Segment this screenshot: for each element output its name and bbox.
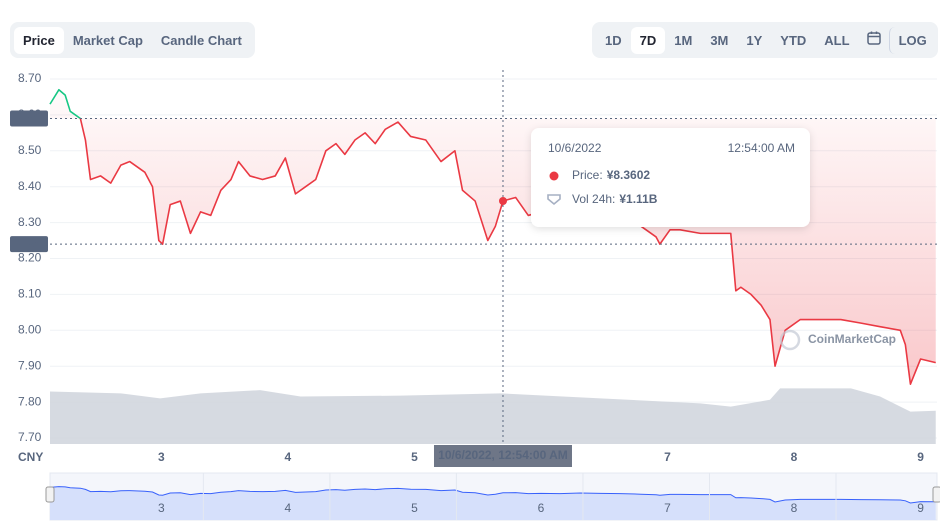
y-tick-label: 8.20 bbox=[18, 251, 42, 265]
x-tick-label: 8 bbox=[791, 450, 798, 464]
tooltip-price-dot bbox=[549, 171, 559, 181]
reference-label: 8.24 bbox=[17, 236, 41, 250]
navigator-handle[interactable] bbox=[932, 486, 940, 503]
tooltip-volume-label: Vol 24h: bbox=[572, 192, 615, 206]
tab-button[interactable]: Price bbox=[14, 26, 64, 54]
x-tick-label: 5 bbox=[411, 450, 418, 464]
y-tick-label: 7.70 bbox=[18, 430, 42, 444]
y-tick-label: 8.70 bbox=[18, 71, 42, 85]
range-button[interactable]: 1D bbox=[605, 32, 622, 48]
navigator-line bbox=[49, 486, 936, 504]
x-tick-label: 7 bbox=[664, 450, 671, 464]
y-tick-label: 7.80 bbox=[18, 394, 42, 408]
tooltip-price: ¥8.3602 bbox=[607, 168, 651, 182]
range-button[interactable]: 3M bbox=[710, 32, 729, 48]
x-tick-label: 4 bbox=[285, 450, 292, 464]
crosshair-label-box bbox=[433, 445, 572, 467]
x-tick-label: 3 bbox=[158, 450, 165, 464]
tooltip-date: 10/6/2022 bbox=[548, 141, 602, 155]
tab-button[interactable]: Candle Chart bbox=[160, 32, 242, 48]
watermark: CoinMarketCap bbox=[808, 332, 896, 346]
navigator-handle[interactable] bbox=[45, 486, 55, 503]
tooltip-price-label: Price: bbox=[572, 168, 603, 182]
navigator-tick-label: 3 bbox=[158, 501, 165, 515]
y-tick-label: 7.90 bbox=[18, 358, 42, 372]
tab-bar: Price Market Cap Candle Chart bbox=[10, 22, 255, 58]
currency-label: CNY bbox=[18, 450, 43, 464]
y-tick-label: 8.00 bbox=[18, 322, 42, 336]
range-bar: 1D 7D 1M 3M 1Y YTD ALL LOG bbox=[592, 22, 938, 58]
log-button[interactable]: LOG bbox=[888, 26, 936, 54]
tooltip-volume: ¥1.11B bbox=[619, 192, 657, 206]
x-tick-label: 9 bbox=[917, 450, 924, 464]
watermark-logo bbox=[779, 329, 801, 351]
y-tick-label: 8.50 bbox=[18, 143, 42, 157]
range-button[interactable]: YTD bbox=[780, 32, 807, 48]
reference-box bbox=[10, 110, 48, 127]
tooltip-time: 12:54:00 AM bbox=[728, 141, 795, 155]
price-line bbox=[49, 88, 936, 385]
volume-area bbox=[50, 388, 936, 444]
y-tick-label: 8.40 bbox=[18, 179, 42, 193]
range-button[interactable]: ALL bbox=[824, 32, 850, 48]
y-tick-label: 8.10 bbox=[18, 287, 42, 301]
navigator-tick-label: 4 bbox=[285, 501, 292, 515]
calendar-button[interactable] bbox=[859, 31, 889, 50]
navigator-tick-label: 6 bbox=[538, 501, 545, 515]
tooltip-volume-icon bbox=[547, 194, 561, 206]
tab-button[interactable]: Market Cap bbox=[72, 32, 143, 48]
navigator-tick-label: 8 bbox=[791, 501, 798, 515]
range-button[interactable]: 7D bbox=[630, 26, 666, 54]
reference-box bbox=[10, 236, 48, 253]
navigator-tick-label: 7 bbox=[664, 501, 671, 515]
reference-label: 8.59 bbox=[17, 111, 41, 125]
calendar-icon bbox=[866, 31, 881, 45]
navigator-tick-label: 9 bbox=[917, 501, 924, 515]
range-button[interactable]: 1Y bbox=[746, 32, 763, 48]
range-button[interactable]: 1M bbox=[674, 32, 693, 48]
y-tick-label: 8.30 bbox=[18, 215, 42, 229]
navigator-tick-label: 5 bbox=[411, 501, 418, 515]
crosshair-dot bbox=[498, 196, 507, 205]
crosshair-label: 10/6/2022, 12:54:00 AM bbox=[438, 448, 568, 462]
tooltip-box bbox=[531, 128, 810, 227]
